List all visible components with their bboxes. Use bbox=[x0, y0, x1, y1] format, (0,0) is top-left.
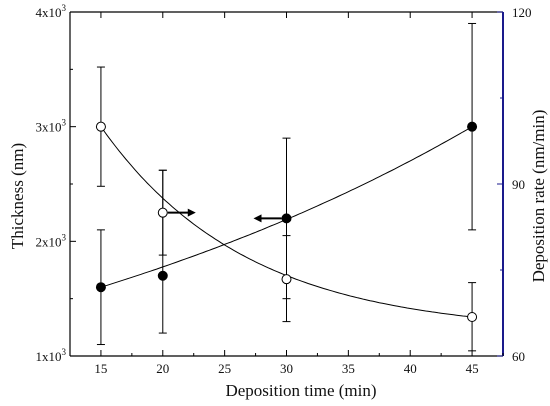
x-tick-label: 30 bbox=[280, 361, 293, 376]
rate-point bbox=[281, 274, 292, 285]
rate-point bbox=[467, 312, 478, 323]
y-left-tick-label: 3x103 bbox=[36, 118, 67, 135]
thickness-point bbox=[281, 213, 292, 224]
thickness-point bbox=[157, 270, 168, 281]
rate-point bbox=[95, 121, 106, 132]
arrow-head bbox=[187, 208, 196, 217]
x-tick-label: 40 bbox=[404, 361, 417, 376]
plot-area: 15 20 25 30 35 40 45 1x103 2x103 3x103 4x103 60 90 12… bbox=[36, 3, 532, 376]
x-tick-label: 25 bbox=[218, 361, 231, 376]
y-right-tick-label: 120 bbox=[512, 5, 532, 20]
x-tick-label: 15 bbox=[94, 361, 107, 376]
thickness-point bbox=[95, 282, 106, 293]
y-right-tick-label: 90 bbox=[512, 177, 525, 192]
x-tick-label: 20 bbox=[156, 361, 169, 376]
x-tick-label: 45 bbox=[466, 361, 479, 376]
y-axis-left-title: Thickness (nm) bbox=[8, 143, 27, 249]
thickness-point bbox=[467, 121, 478, 132]
x-axis-title: Deposition time (min) bbox=[225, 381, 376, 400]
y-right-tick-label: 60 bbox=[512, 349, 525, 364]
y-left-tick-label: 1x103 bbox=[36, 347, 67, 364]
y-left-tick-label: 2x103 bbox=[36, 232, 67, 249]
y-left-tick-label: 4x103 bbox=[36, 3, 67, 20]
arrow-head bbox=[253, 214, 262, 223]
x-tick-label: 35 bbox=[342, 361, 355, 376]
y-axis-right-title: Deposition rate (nm/min) bbox=[529, 110, 548, 283]
rate-point bbox=[157, 207, 168, 218]
